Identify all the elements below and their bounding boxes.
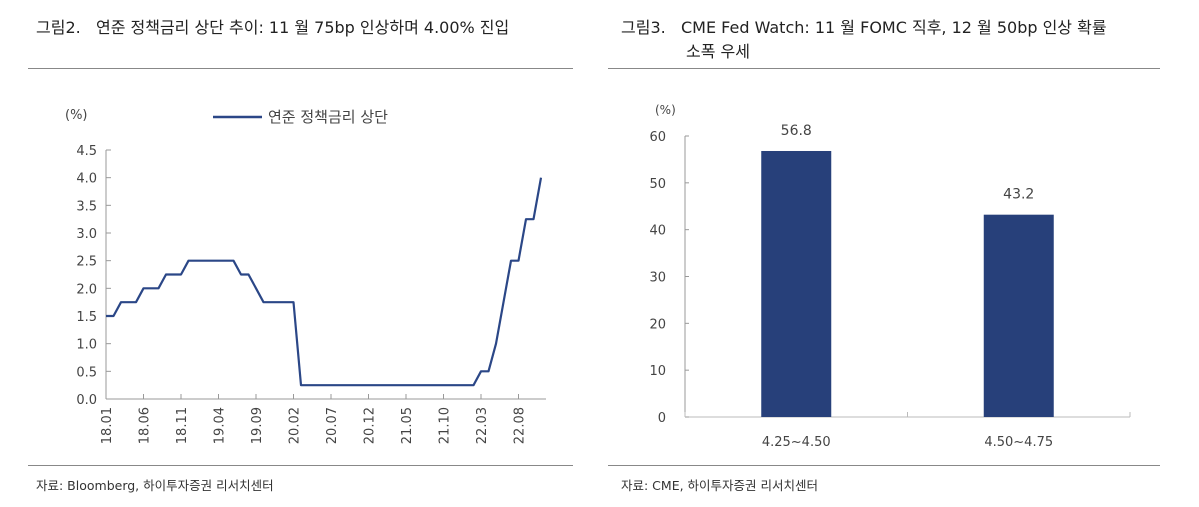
x-tick-label: 20.02: [288, 407, 303, 444]
figure3-title-line2: 소폭 우세: [686, 42, 750, 61]
bar: [761, 150, 832, 417]
figure3-number: 그림3.: [621, 18, 666, 37]
figure3-bottom-rule: [608, 465, 1160, 466]
y-tick-label: 1.5: [76, 310, 97, 325]
y-tick-label: 0: [658, 411, 666, 426]
y-tick-label: 0.0: [76, 393, 97, 408]
y-tick-label: 1.0: [76, 338, 97, 353]
x-tick-label: 19.09: [250, 407, 265, 444]
x-category-label: 4.25~4.50: [762, 435, 831, 450]
data-label: 56.8: [781, 123, 812, 139]
figure2-bottom-rule: [28, 465, 573, 466]
figure3-title: 그림3. CME Fed Watch: 11 월 FOMC 직후, 12 월 5…: [621, 16, 1107, 64]
x-tick-label: 18.11: [175, 407, 190, 444]
y-tick-label: 3.5: [76, 199, 97, 214]
y-tick-label: 30: [649, 271, 666, 286]
figure3-source: 자료: CME, 하이투자증권 리서치센터: [621, 478, 819, 493]
fed-rate-line-chart: 0.0 0.5 1.0 1.5 2.0 2.5 3.0 3.5 4.0 4.5 (%) 18.01 18…: [65, 108, 546, 444]
y-tick-label: 60: [649, 130, 666, 145]
y-tick-label: 2.5: [76, 255, 97, 270]
y-tick-label: 0.5: [76, 365, 97, 380]
data-label: 43.2: [1003, 187, 1034, 203]
x-tick-label: 18.01: [100, 407, 115, 444]
y-tick-label: 3.0: [76, 227, 97, 242]
x-tick-label: 19.04: [213, 407, 228, 444]
legend-label: 연준 정책금리 상단: [268, 108, 388, 126]
y-tick-label: 4.0: [76, 172, 97, 187]
x-tick-label: 21.10: [438, 407, 453, 444]
x-tick-label: 22.08: [513, 407, 528, 444]
x-tick-label: 20.07: [325, 407, 340, 444]
figure2-number: 그림2.: [36, 18, 81, 37]
x-category-label: 4.50~4.75: [984, 435, 1053, 450]
y-tick-label: 50: [649, 177, 666, 192]
y-tick-label: 2.0: [76, 282, 97, 297]
x-tick-label: 22.03: [475, 407, 490, 444]
y-tick-label: 4.5: [76, 144, 97, 159]
x-tick-label: 20.12: [363, 407, 378, 444]
figure2-top-rule: [28, 68, 573, 69]
bar: [983, 214, 1054, 417]
y-tick-label: 20: [649, 317, 666, 332]
y-tick-label: 10: [649, 364, 666, 379]
figure2-title-text: 연준 정책금리 상단 추이: 11 월 75bp 인상하며 4.00% 진입: [95, 18, 510, 37]
y-axis-unit: (%): [65, 108, 88, 123]
y-tick-label: 40: [649, 224, 666, 239]
x-tick-label: 18.06: [138, 407, 153, 444]
figure3-title-line1: CME Fed Watch: 11 월 FOMC 직후, 12 월 50bp 인…: [680, 18, 1107, 37]
series-line: [106, 177, 543, 387]
figure2-source: 자료: Bloomberg, 하이투자증권 리서치센터: [36, 478, 274, 493]
figure2-title: 그림2. 연준 정책금리 상단 추이: 11 월 75bp 인상하며 4.00%…: [36, 16, 509, 40]
x-tick-label: 21.05: [400, 407, 415, 444]
figure3-top-rule: [608, 68, 1160, 69]
y-axis-unit: (%): [655, 103, 676, 117]
